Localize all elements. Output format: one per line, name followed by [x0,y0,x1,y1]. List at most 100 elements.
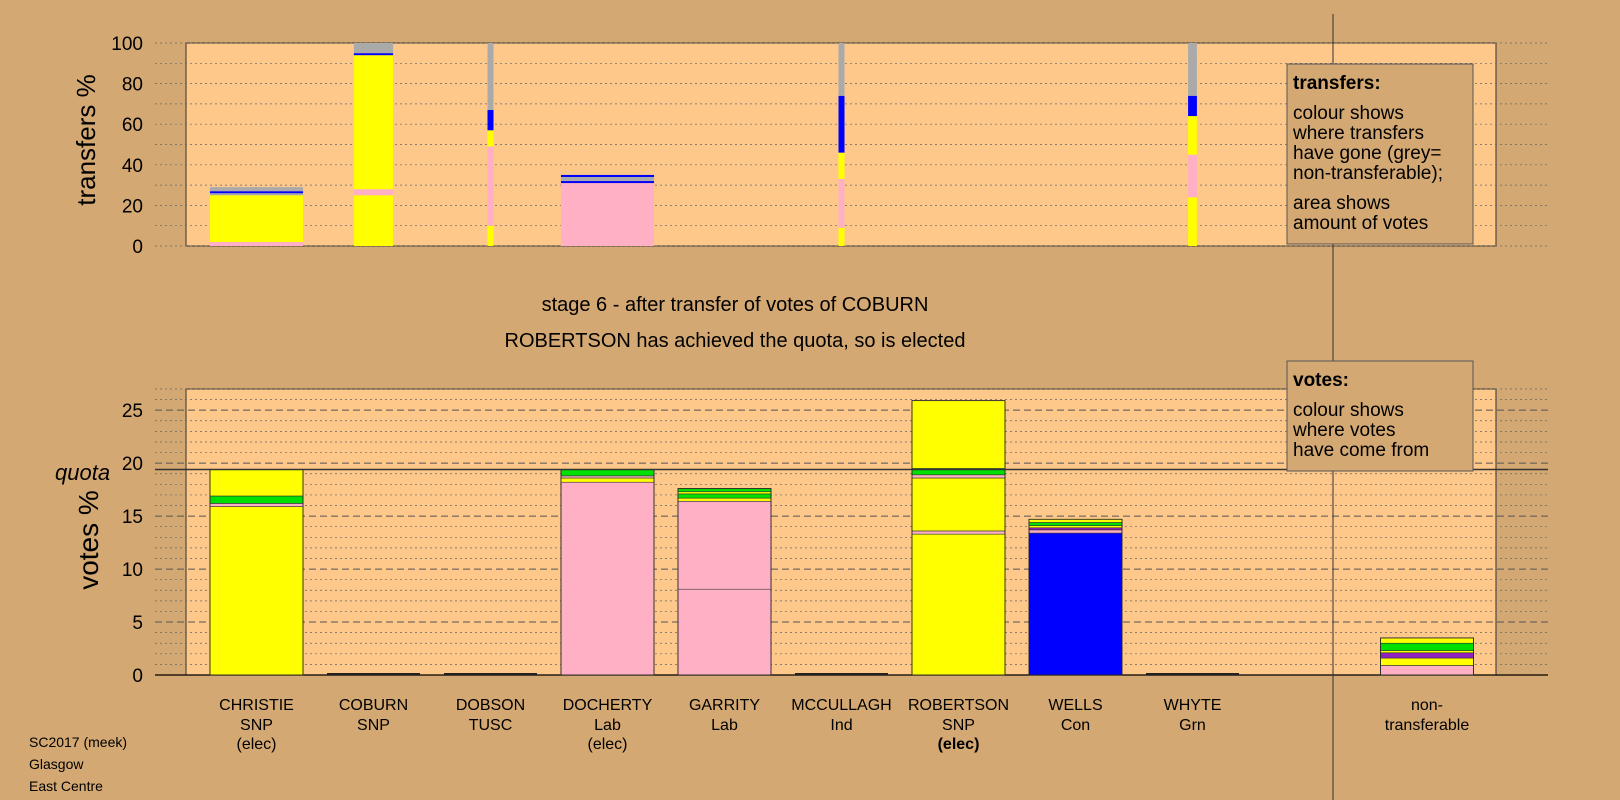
votes-bar-segment [911,474,1006,479]
transfers-bar-segment [838,227,845,246]
votes-bar-segment [560,475,655,479]
transfers-legend-line: area shows [1293,193,1390,214]
votes-tick-label: 0 [132,666,143,687]
votes-legend-line: have come from [1293,440,1429,461]
transfers-bar-segment [209,193,304,196]
votes-plot-area [185,388,1497,676]
transfers-tick-label: 60 [122,115,143,136]
candidate-party: TUSC [469,717,513,734]
votes-bar-segment [1028,525,1123,529]
transfers-tick-label: 20 [122,196,143,217]
transfers-legend: transfers: colour shows where transfers … [1286,63,1474,245]
transfers-bar-segment [209,191,304,194]
transfers-bar-segment [353,55,394,190]
votes-bar-segment [560,477,655,483]
stage-title: stage 6 - after transfer of votes of COB… [542,294,929,316]
votes-bar-segment [560,481,655,676]
candidate-name: WHYTE [1164,697,1222,714]
votes-tick-label: 25 [122,401,143,422]
votes-bar-segment [1028,529,1123,534]
candidate-name: DOBSON [456,697,525,714]
votes-tick-label: 5 [132,613,143,634]
candidate-party: Lab [711,717,738,734]
transfers-legend-line: non-transferable); [1293,163,1443,184]
transfers-bar-segment [209,241,304,246]
transfers-bar-segment [487,225,494,246]
transfers-bar-segment [560,183,655,246]
votes-bar-segment [911,477,1006,532]
votes-tick-label: 15 [122,507,143,528]
transfers-tick-label: 0 [132,237,143,258]
transfers-bar-segment [353,53,394,56]
transfers-tick-label: 80 [122,75,143,96]
votes-bar-segment [1380,652,1474,659]
footer-council: Glasgow [29,756,84,772]
transfers-legend-title: transfers: [1293,73,1381,94]
votes-legend: votes: colour shows where votes have com… [1286,360,1474,472]
transfers-bar-segment [1188,154,1197,198]
votes-bar-segment [1028,532,1123,676]
transfers-legend-line: amount of votes [1293,213,1428,234]
candidate-party: SNP [942,717,975,734]
votes-bar-segment [1380,657,1474,666]
transfers-axis-label: transfers % [71,74,101,206]
votes-bar-segment [1028,527,1123,531]
footer-ward: East Centre [29,778,103,794]
nontransferable-bar-outline [1380,637,1474,676]
votes-bar-segment [1380,642,1474,651]
votes-bar-segment [911,530,1006,535]
votes-bar-segment [209,506,304,676]
candidate-party: Lab [594,717,621,734]
votes-bar-segment [677,488,772,493]
candidate-party: SNP [357,717,390,734]
transfers-bar-segment [353,189,394,196]
votes-bar-outline [911,400,1006,676]
candidate-name: MCCULLAGH [791,697,891,714]
votes-bar-segment [677,493,772,499]
footer-election: SC2017 (meek) [29,734,127,750]
transfers-bar-segment [560,176,655,182]
transfers-tick-label: 100 [111,34,143,55]
transfers-legend-line: colour shows [1293,103,1404,124]
transfers-legend-box [1286,63,1474,245]
transfers-bar-segment [838,95,845,153]
transfers-bar-segment [838,179,845,228]
votes-bar-outline [1028,518,1123,676]
votes-plot: 0 5 10 15 20 25 CHRISTIE SNP (elec) COBURN SNP DOBS… [122,388,1548,753]
transfers-bar-segment [487,146,494,226]
transfers-bar-segment [560,181,655,184]
votes-bar-segment [677,500,772,590]
transfers-tick-label: 40 [122,156,143,177]
transfers-bar-segment [487,43,494,110]
votes-bar-outline [677,488,772,676]
votes-bar-segment [209,469,304,497]
transfers-legend-line: have gone (grey= [1293,143,1441,164]
transfers-bar-segment [209,187,304,192]
votes-bar-segment [1380,665,1474,676]
quota-label: quota [55,460,110,485]
votes-bar-segment [677,491,772,495]
candidate-name: GARRITY [689,697,760,714]
candidate-party: Ind [830,717,852,734]
candidate-party: Con [1061,717,1090,734]
candidate-status: (elec) [587,736,627,753]
votes-bar-segment [560,469,655,477]
nontransferable-label: transferable [1385,717,1470,734]
votes-bar-segment [1380,650,1474,654]
candidate-party: Grn [1179,717,1206,734]
transfers-bar-segment [353,195,394,246]
transfers-bar-segment [560,174,655,177]
votes-tick-label: 10 [122,560,143,581]
votes-bar-segment [209,503,304,507]
candidate-name: CHRISTIE [219,697,294,714]
transfers-bar-segment [1188,116,1197,155]
votes-bar-segment [911,400,1006,469]
transfers-bar-segment [838,152,845,180]
nontransferable-label: non- [1411,697,1443,714]
votes-legend-line: colour shows [1293,400,1404,421]
candidate-name: COBURN [339,697,408,714]
candidate-status: (elec) [236,736,276,753]
transfers-legend-line: where transfers [1292,123,1424,144]
votes-bar-segment [1028,518,1123,523]
